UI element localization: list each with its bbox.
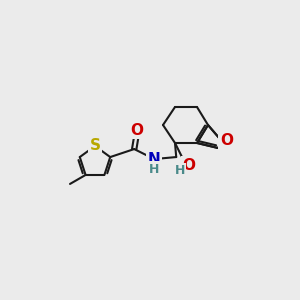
Text: O: O: [220, 133, 233, 148]
Text: O: O: [182, 158, 196, 172]
Text: H: H: [175, 164, 185, 178]
Text: N: N: [148, 152, 161, 166]
Text: H: H: [149, 163, 159, 176]
Text: S: S: [89, 137, 100, 152]
Text: O: O: [131, 123, 144, 138]
